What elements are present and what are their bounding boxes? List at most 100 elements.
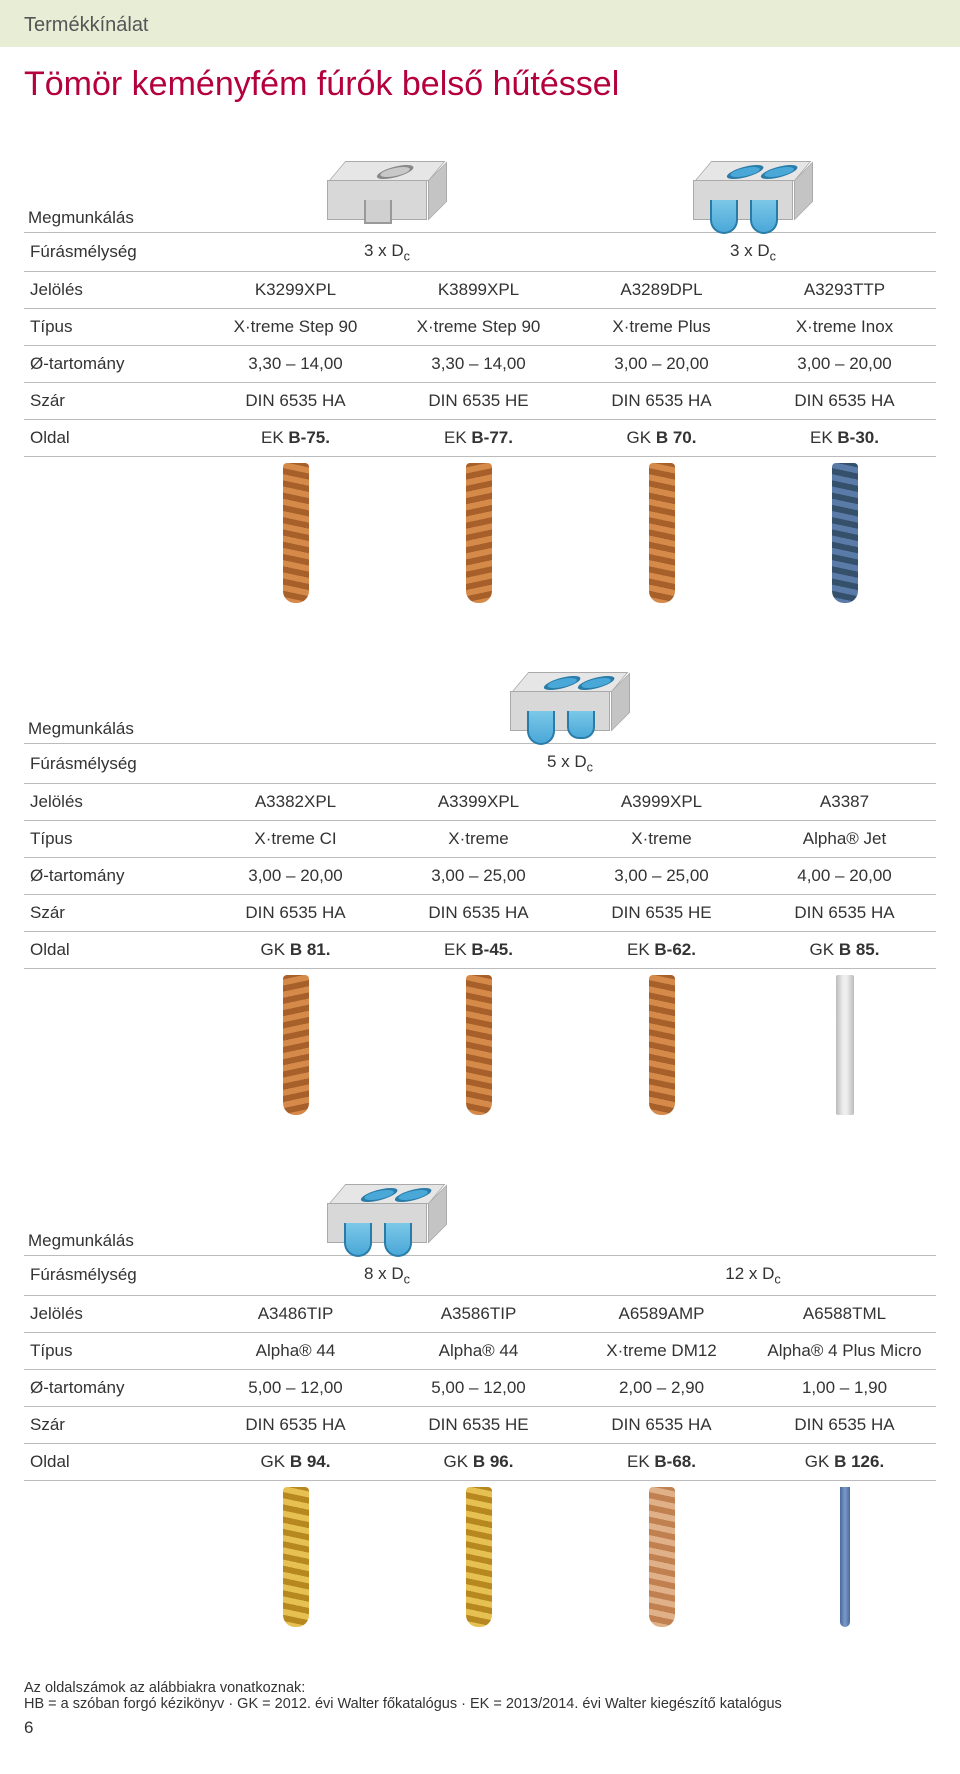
- row-label-jeloles: Jelölés: [24, 271, 204, 308]
- page-ref: GK B 96.: [387, 1443, 570, 1480]
- row-label-page: Oldal: [24, 931, 204, 968]
- row-label-diameter: Ø-tartomány: [24, 857, 204, 894]
- product-type: X·treme CI: [204, 820, 387, 857]
- section-tab: Termékkínálat: [0, 0, 960, 47]
- product-type: X·treme: [387, 820, 570, 857]
- drill-icon: [840, 1487, 850, 1627]
- page-title: Tömör keményfém fúrók belső hűtéssel: [0, 47, 960, 132]
- drill-icon: [649, 975, 675, 1115]
- page-ref: EK B-75.: [204, 419, 387, 456]
- row-label-tipus: Típus: [24, 820, 204, 857]
- product-code: A6588TML: [753, 1295, 936, 1332]
- row-label-furasmelyseg: Fúrásmélység: [24, 232, 204, 271]
- depth-value: 3 x Dc: [204, 232, 570, 271]
- product-code: A3999XPL: [570, 783, 753, 820]
- page-ref: EK B-68.: [570, 1443, 753, 1480]
- diameter-range: 3,00 – 20,00: [570, 345, 753, 382]
- footnote-line2: HB = a szóban forgó kézikönyv · GK = 201…: [24, 1696, 936, 1712]
- shank-value: DIN 6535 HA: [204, 894, 387, 931]
- row-label-megmunkalas: Megmunkálás: [24, 644, 204, 744]
- shank-value: DIN 6535 HA: [570, 382, 753, 419]
- page-ref: GK B 94.: [204, 1443, 387, 1480]
- row-label-page: Oldal: [24, 419, 204, 456]
- footnote: Az oldalszámok az alábbiakra vonatkoznak…: [0, 1680, 960, 1712]
- diameter-range: 3,00 – 20,00: [753, 345, 936, 382]
- product-table: Megmunkálás Fúrásmélység3 x Dc3 x DcJelö…: [0, 132, 960, 644]
- page-ref: GK B 70.: [570, 419, 753, 456]
- drill-icon: [283, 975, 309, 1115]
- drill-icon: [836, 975, 854, 1115]
- product-type: X·treme Inox: [753, 308, 936, 345]
- product-type: Alpha® 44: [387, 1332, 570, 1369]
- machining-icon: [693, 161, 813, 223]
- machining-icon: [327, 161, 447, 223]
- product-type: X·treme: [570, 820, 753, 857]
- row-label-jeloles: Jelölés: [24, 783, 204, 820]
- shank-value: DIN 6535 HE: [387, 1406, 570, 1443]
- drill-icon: [832, 463, 858, 603]
- machining-icon: [327, 1184, 447, 1246]
- shank-value: DIN 6535 HA: [570, 1406, 753, 1443]
- product-code: A6589AMP: [570, 1295, 753, 1332]
- row-label-diameter: Ø-tartomány: [24, 345, 204, 382]
- diameter-range: 5,00 – 12,00: [387, 1369, 570, 1406]
- drill-icon: [466, 463, 492, 603]
- product-type: X·treme Step 90: [387, 308, 570, 345]
- shank-value: DIN 6535 HA: [204, 1406, 387, 1443]
- drill-icon: [466, 1487, 492, 1627]
- page-ref: GK B 85.: [753, 931, 936, 968]
- diameter-range: 2,00 – 2,90: [570, 1369, 753, 1406]
- row-label-page: Oldal: [24, 1443, 204, 1480]
- depth-value: 12 x Dc: [570, 1256, 936, 1295]
- page-ref: GK B 126.: [753, 1443, 936, 1480]
- depth-value: 8 x Dc: [204, 1256, 570, 1295]
- diameter-range: 3,30 – 14,00: [204, 345, 387, 382]
- product-type: Alpha® 44: [204, 1332, 387, 1369]
- shank-value: DIN 6535 HA: [204, 382, 387, 419]
- page-ref: EK B-45.: [387, 931, 570, 968]
- product-type: X·treme DM12: [570, 1332, 753, 1369]
- shank-value: DIN 6535 HA: [753, 894, 936, 931]
- diameter-range: 5,00 – 12,00: [204, 1369, 387, 1406]
- diameter-range: 1,00 – 1,90: [753, 1369, 936, 1406]
- row-label-tipus: Típus: [24, 1332, 204, 1369]
- product-type: X·treme Plus: [570, 308, 753, 345]
- product-code: A3399XPL: [387, 783, 570, 820]
- row-label-furasmelyseg: Fúrásmélység: [24, 1256, 204, 1295]
- diameter-range: 4,00 – 20,00: [753, 857, 936, 894]
- row-label-megmunkalas: Megmunkálás: [24, 132, 204, 232]
- depth-value: 3 x Dc: [570, 232, 936, 271]
- page-ref: EK B-30.: [753, 419, 936, 456]
- shank-value: DIN 6535 HE: [570, 894, 753, 931]
- row-label-jeloles: Jelölés: [24, 1295, 204, 1332]
- product-code: A3289DPL: [570, 271, 753, 308]
- row-label-shank: Szár: [24, 382, 204, 419]
- row-label-shank: Szár: [24, 894, 204, 931]
- shank-value: DIN 6535 HA: [387, 894, 570, 931]
- page-number: 6: [0, 1712, 960, 1744]
- product-code: A3387: [753, 783, 936, 820]
- depth-value: 5 x Dc: [204, 744, 936, 783]
- drill-icon: [283, 1487, 309, 1627]
- product-code: A3382XPL: [204, 783, 387, 820]
- machining-icon: [510, 672, 630, 734]
- product-code: A3586TIP: [387, 1295, 570, 1332]
- product-table: Megmunkálás Fúrásmélység5 x DcJelölésA33…: [0, 644, 960, 1156]
- drill-icon: [466, 975, 492, 1115]
- drill-icon: [649, 1487, 675, 1627]
- shank-value: DIN 6535 HA: [753, 1406, 936, 1443]
- diameter-range: 3,00 – 25,00: [387, 857, 570, 894]
- row-label-furasmelyseg: Fúrásmélység: [24, 744, 204, 783]
- page-ref: EK B-62.: [570, 931, 753, 968]
- page-ref: EK B-77.: [387, 419, 570, 456]
- drill-icon: [649, 463, 675, 603]
- row-label-diameter: Ø-tartomány: [24, 1369, 204, 1406]
- product-type: Alpha® 4 Plus Micro: [753, 1332, 936, 1369]
- row-label-shank: Szár: [24, 1406, 204, 1443]
- product-type: Alpha® Jet: [753, 820, 936, 857]
- page-ref: GK B 81.: [204, 931, 387, 968]
- row-label-megmunkalas: Megmunkálás: [24, 1156, 204, 1256]
- drill-icon: [283, 463, 309, 603]
- product-code: K3899XPL: [387, 271, 570, 308]
- diameter-range: 3,00 – 25,00: [570, 857, 753, 894]
